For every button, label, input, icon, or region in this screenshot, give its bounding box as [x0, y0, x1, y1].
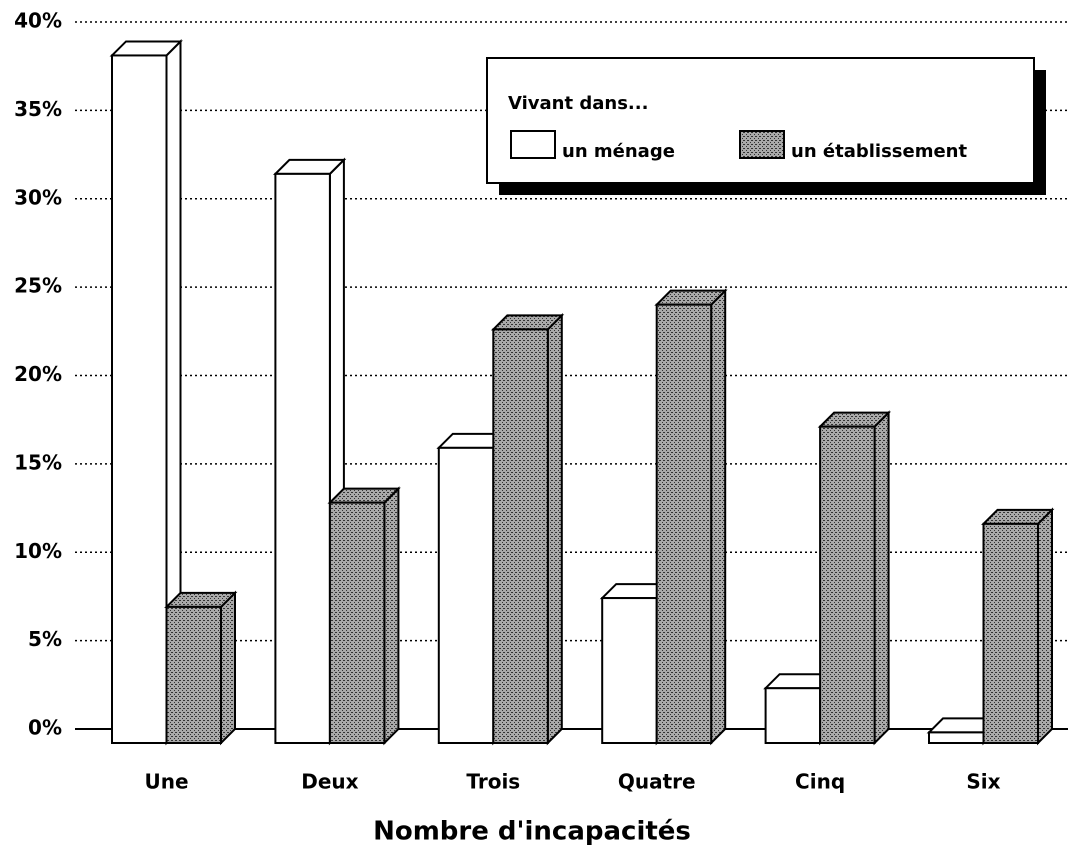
- bar-front: [764, 687, 822, 745]
- y-tick-label: 20%: [14, 362, 62, 386]
- bar-side: [546, 312, 563, 746]
- x-tick-label: Deux: [301, 770, 358, 794]
- x-tick-label: Trois: [466, 770, 520, 794]
- bar-side: [873, 410, 890, 746]
- bar-front: [165, 605, 222, 745]
- y-tick-label: 10%: [14, 539, 62, 563]
- bar-side: [710, 288, 727, 746]
- legend-label: un ménage: [562, 141, 675, 162]
- bar-front: [601, 597, 658, 744]
- bar: [981, 507, 1055, 746]
- bar-side: [1037, 507, 1053, 746]
- bar-front: [655, 303, 713, 744]
- legend-swatch: [510, 130, 556, 159]
- bar-front: [328, 501, 386, 744]
- x-axis-title: Nombre d'incapacités: [373, 817, 691, 847]
- legend-swatch: [739, 130, 785, 159]
- bar-front: [274, 172, 331, 745]
- bar-front: [437, 446, 495, 744]
- y-tick-label: 15%: [14, 450, 62, 474]
- legend-label: un établissement: [791, 141, 967, 162]
- bar: [490, 312, 565, 746]
- y-tick-label: 40%: [14, 9, 62, 33]
- y-tick-label: 5%: [28, 627, 62, 651]
- x-tick-label: Quatre: [618, 770, 696, 794]
- legend-title: Vivant dans...: [508, 93, 648, 114]
- legend: [486, 57, 1035, 184]
- y-tick-label: 35%: [14, 97, 62, 121]
- y-tick-label: 0%: [28, 716, 62, 740]
- x-tick-label: Une: [144, 770, 188, 794]
- bar-front: [492, 328, 549, 744]
- bar-side: [220, 590, 236, 746]
- bar-front: [928, 731, 985, 745]
- bar: [817, 410, 892, 746]
- bar: [327, 486, 401, 746]
- bar: [109, 39, 183, 746]
- x-tick-label: Cinq: [795, 770, 845, 794]
- bar-side: [383, 486, 400, 746]
- bar-front: [982, 522, 1039, 745]
- y-tick-label: 30%: [14, 185, 62, 209]
- bar-front: [111, 54, 168, 744]
- bar: [164, 590, 238, 746]
- x-tick-label: Six: [966, 770, 1000, 794]
- bar: [654, 288, 728, 746]
- bar-front: [819, 425, 876, 744]
- y-tick-label: 25%: [14, 274, 62, 298]
